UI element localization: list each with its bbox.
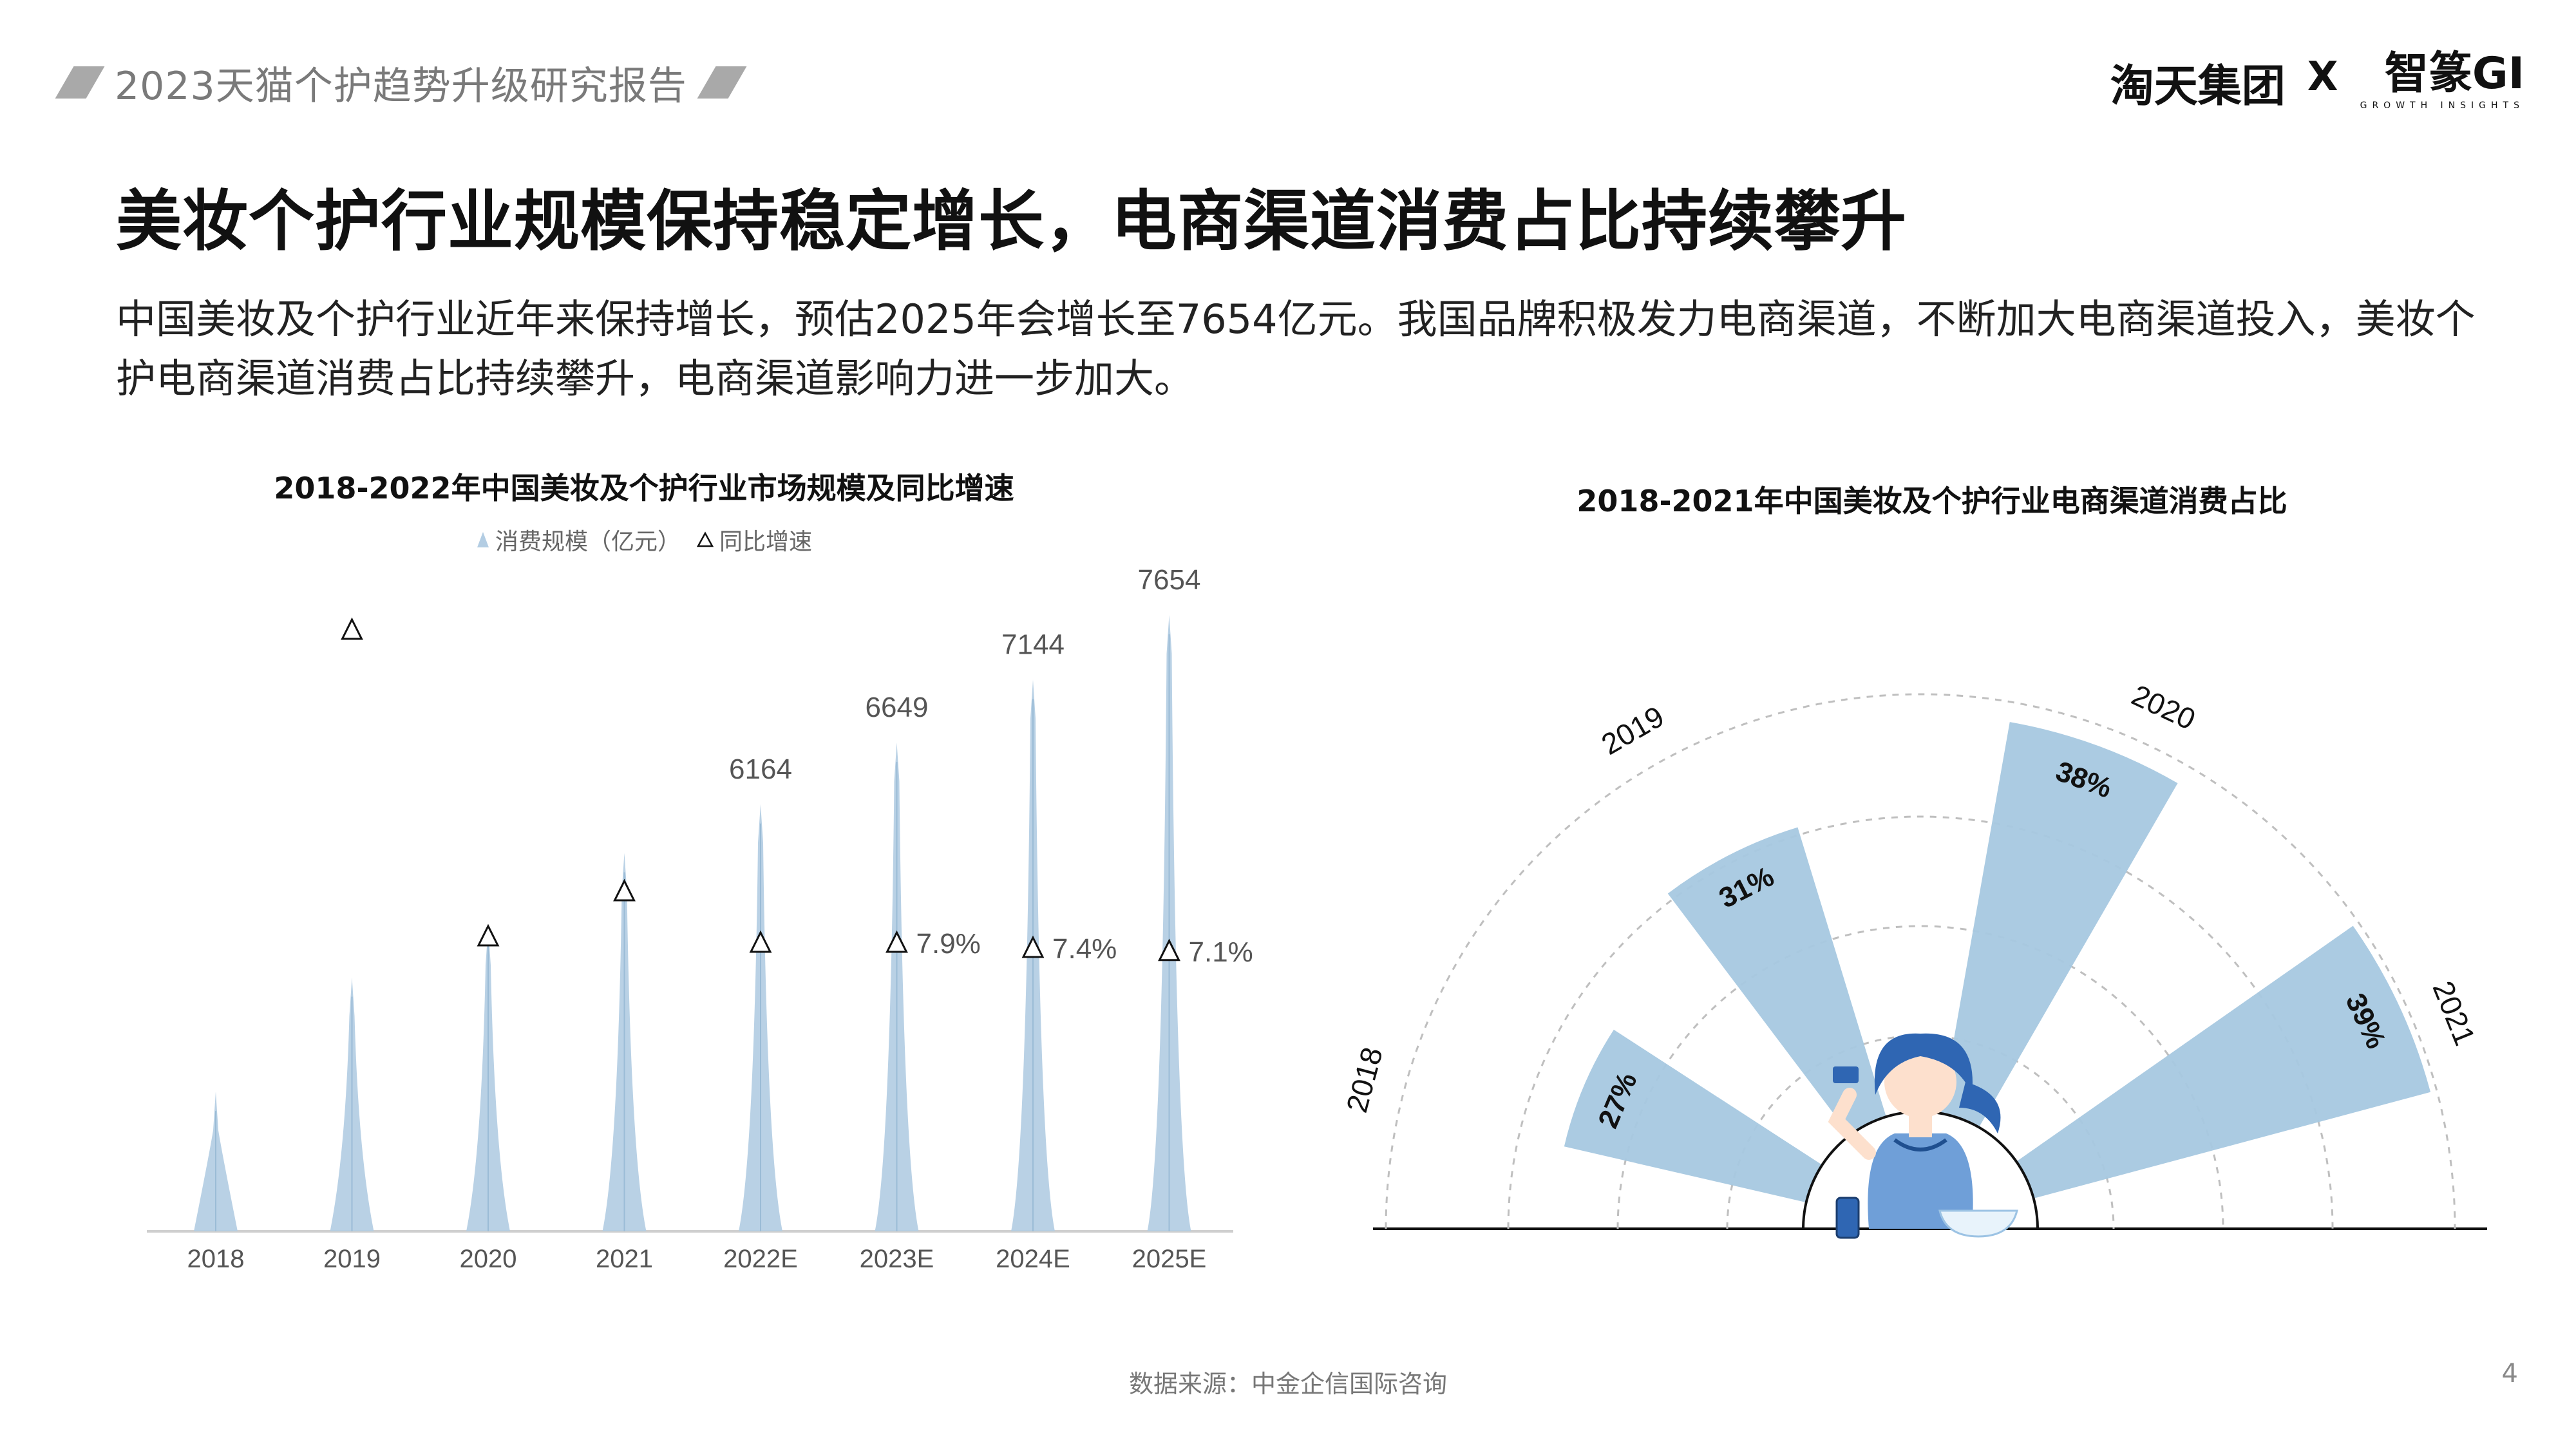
polar-grid-ring — [1385, 693, 2456, 1229]
polar-chart-title: 2018-2021年中国美妆及个护行业电商渠道消费占比 — [1577, 484, 2287, 518]
slice-category-label: 2021 — [2426, 976, 2482, 1050]
growth-label: 7.4% — [1052, 933, 1117, 965]
brand-right-block: 智篆GI GROWTH INSIGHTS — [2360, 50, 2524, 111]
bottle-icon — [1835, 1197, 1860, 1239]
slice-category-label: 2019 — [1596, 699, 1670, 761]
x-tick-label: 2019 — [323, 1245, 381, 1273]
x-tick-label: 2021 — [596, 1245, 653, 1273]
brand-right: 智篆GI — [2384, 48, 2524, 99]
growth-marker — [477, 923, 500, 947]
rose-slice-2021 — [1920, 925, 2431, 1229]
legend-label-growth: 同比增速 — [719, 529, 813, 555]
slice-category-label: 2020 — [2126, 678, 2201, 736]
x-tick-label: 2023E — [860, 1245, 934, 1273]
report-header: 2023天猫个护趋势升级研究报告 — [55, 57, 747, 109]
bar-chart-legend: 消费规模（亿元） 同比增速 — [0, 523, 1288, 556]
data-label: 6649 — [866, 692, 929, 723]
brand-right-sub: GROWTH INSIGHTS — [2360, 100, 2524, 111]
data-source: 数据来源：中金企信国际咨询 — [1128, 1370, 1447, 1398]
page-description: 中国美妆及个护行业近年来保持增长，预估2025年会增长至7654亿元。我国品牌积… — [116, 296, 2476, 402]
triangle-legend-icon — [696, 531, 714, 547]
legend-label-scale: 消费规模（亿元） — [495, 529, 681, 555]
face-icon — [1884, 1046, 1956, 1118]
page-title: 美妆个护行业规模保持稳定增长，电商渠道消费占比持续攀升 — [116, 184, 1907, 260]
growth-label: 7.1% — [1189, 936, 1253, 968]
growth-marker — [341, 617, 363, 640]
page-number: 4 — [2501, 1359, 2518, 1388]
growth-marker — [1158, 938, 1180, 961]
growth-marker — [886, 930, 908, 953]
woman-illustration-icon — [1828, 1033, 2018, 1239]
hair-icon — [1874, 1033, 1973, 1095]
growth-marker — [1021, 935, 1045, 958]
x-tick-label: 2018 — [187, 1245, 245, 1273]
dress-icon — [1868, 1133, 1973, 1229]
legend-item-scale: 消费规模（亿元） — [476, 523, 681, 556]
x-tick-label: 2022E — [723, 1245, 798, 1273]
rose-slice-2019 — [1667, 827, 1920, 1229]
report-title: 2023天猫个护趋势升级研究报告 — [115, 63, 687, 109]
brand-left: 淘天集团 — [2110, 61, 2286, 112]
data-label: 7144 — [1001, 629, 1065, 661]
growth-label: 7.9% — [916, 928, 981, 960]
slice-category-label: 2018 — [1340, 1043, 1389, 1115]
x-tick-label: 2024E — [996, 1245, 1070, 1273]
arm-icon — [1828, 1088, 1876, 1160]
x-tick-label: 2025E — [1132, 1245, 1207, 1273]
phone-icon — [1833, 1066, 1859, 1083]
brand-x: X — [2307, 53, 2338, 100]
data-label: 6164 — [729, 753, 792, 785]
x-tick-label: 2020 — [460, 1245, 517, 1273]
data-label: 7654 — [1138, 564, 1201, 596]
ponytail-icon — [1959, 1082, 2001, 1133]
basin-icon — [1938, 1209, 2018, 1238]
bar-chart-title: 2018-2022年中国美妆及个护行业市场规模及同比增速 — [274, 471, 1014, 506]
growth-marker — [749, 930, 772, 953]
bar-legend-icon — [477, 532, 489, 547]
necklace-icon — [1893, 1138, 1947, 1151]
brand-logo: 淘天集团 X 智篆GI GROWTH INSIGHTS — [2110, 50, 2524, 121]
growth-marker — [613, 878, 636, 902]
legend-item-growth: 同比增速 — [696, 523, 812, 556]
